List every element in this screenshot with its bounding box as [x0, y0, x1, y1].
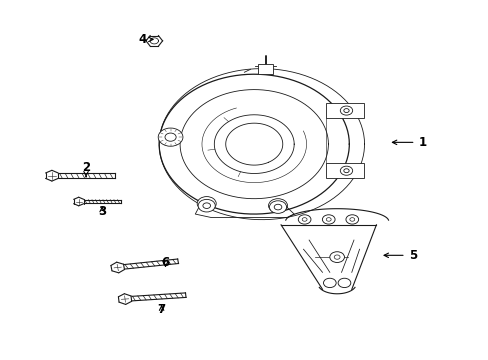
- Circle shape: [340, 166, 352, 175]
- Text: 4: 4: [138, 33, 153, 46]
- Text: 5: 5: [383, 249, 416, 262]
- Circle shape: [322, 215, 334, 224]
- Circle shape: [274, 203, 281, 208]
- Circle shape: [323, 278, 335, 288]
- Circle shape: [203, 203, 210, 208]
- Circle shape: [329, 252, 344, 262]
- Circle shape: [198, 199, 215, 212]
- Text: 6: 6: [161, 256, 169, 269]
- Circle shape: [298, 215, 310, 224]
- Text: 2: 2: [82, 161, 90, 177]
- Circle shape: [274, 204, 281, 210]
- Circle shape: [302, 218, 306, 221]
- Circle shape: [340, 106, 352, 115]
- Circle shape: [268, 199, 287, 213]
- Circle shape: [197, 197, 216, 211]
- Circle shape: [325, 218, 330, 221]
- Circle shape: [337, 278, 350, 288]
- Circle shape: [164, 133, 176, 141]
- Text: 7: 7: [157, 303, 165, 316]
- Bar: [325, 103, 363, 118]
- Bar: [258, 64, 273, 74]
- Text: 3: 3: [98, 205, 106, 218]
- Circle shape: [333, 255, 339, 259]
- Text: 1: 1: [391, 136, 426, 149]
- Circle shape: [349, 218, 354, 221]
- Bar: [325, 163, 363, 179]
- Circle shape: [269, 201, 286, 213]
- Circle shape: [345, 215, 358, 224]
- Circle shape: [203, 201, 210, 206]
- Circle shape: [343, 109, 348, 113]
- Circle shape: [343, 169, 348, 173]
- Circle shape: [158, 128, 183, 146]
